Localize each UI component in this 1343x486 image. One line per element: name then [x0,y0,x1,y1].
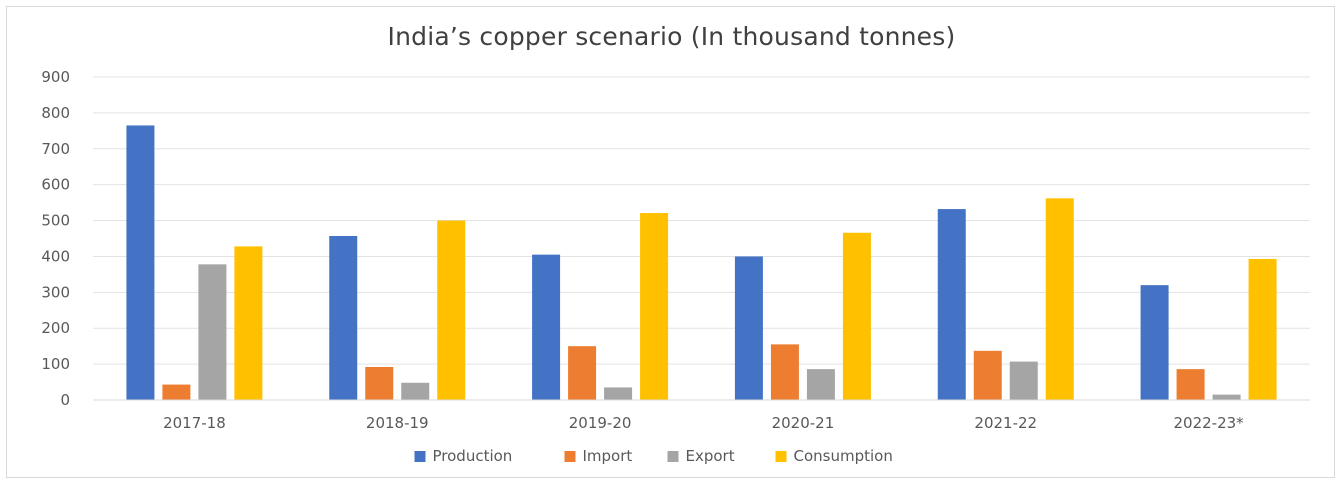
legend-label-export: Export [686,447,735,465]
y-tick-label: 900 [41,68,70,86]
legend-swatch-production [414,451,426,462]
bar-production-2021-22 [937,209,966,400]
bar-production-2020-21 [734,256,763,400]
y-axis-tick-labels: 0 100 200 300 400 500 600 700 800 900 [41,68,70,409]
bar-import-2022-23* [1176,369,1205,400]
legend-swatch-import [564,451,576,462]
y-tick-label: 600 [41,176,70,194]
y-tick-label: 200 [41,319,70,337]
bar-production-2022-23* [1140,285,1169,400]
bar-production-2018-19 [329,235,358,400]
x-axis-tick-labels: 2017-18 2018-19 2019-20 2020-21 2021-22 2022-… [163,414,1244,432]
bar-import-2017-18 [162,384,191,400]
x-tick-label: 2017-18 [163,414,226,432]
bar-consumption-2022-23* [1248,258,1277,400]
legend: Production Import Export Consumption [414,447,893,465]
bar-import-2021-22 [973,350,1002,400]
y-tick-label: 800 [41,104,70,122]
bar-export-2022-23* [1212,394,1241,400]
bar-export-2019-20 [604,387,633,400]
bar-import-2018-19 [365,366,394,400]
y-tick-label: 700 [41,140,70,158]
legend-label-production: Production [433,447,513,465]
bar-production-2017-18 [126,125,155,400]
bar-consumption-2018-19 [437,220,466,400]
y-tick-label: 400 [41,247,70,265]
bar-import-2019-20 [568,346,597,400]
legend-label-consumption: Consumption [794,447,893,465]
x-tick-label: 2019-20 [569,414,632,432]
chart-frame [6,6,1335,478]
y-tick-label: 500 [41,212,70,230]
x-tick-label: 2018-19 [366,414,429,432]
chart-title: India’s copper scenario (In thousand ton… [387,22,956,51]
bar-consumption-2019-20 [640,213,669,400]
bar-consumption-2017-18 [234,246,263,400]
gridlines [93,76,1310,365]
bar-export-2020-21 [806,369,835,400]
x-tick-label: 2021-22 [974,414,1037,432]
x-tick-label: 2020-21 [772,414,835,432]
y-tick-label: 300 [41,283,70,301]
bar-import-2020-21 [770,344,799,400]
bars [126,125,1277,400]
bar-export-2018-19 [401,382,430,400]
legend-label-import: Import [583,447,633,465]
y-tick-label: 100 [41,355,70,373]
x-tick-label: 2022-23* [1173,414,1244,432]
bar-export-2021-22 [1009,361,1038,400]
bar-export-2017-18 [198,264,227,400]
bar-production-2019-20 [532,254,561,400]
y-tick-label: 0 [60,391,70,409]
bar-consumption-2021-22 [1045,198,1074,400]
bar-consumption-2020-21 [842,232,871,400]
legend-swatch-consumption [775,451,787,462]
legend-swatch-export [667,451,679,462]
